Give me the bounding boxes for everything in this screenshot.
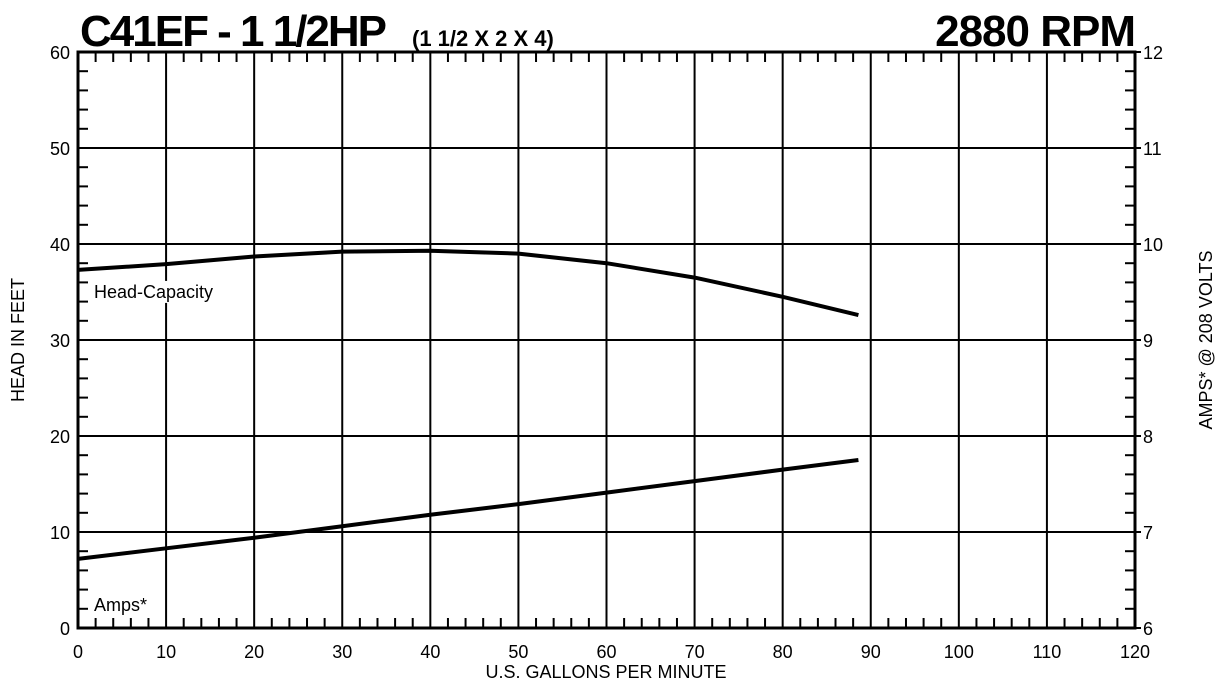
series-label-bg [91,280,217,303]
y2-tick-label: 11 [1143,139,1162,159]
series-label: Head-Capacity [94,282,213,302]
series-line [77,248,859,317]
x-tick-label: 20 [244,642,264,662]
x-tick-label: 70 [685,642,705,662]
y-tick-label: 60 [50,43,70,63]
y-tick-label: 40 [50,235,70,255]
x-tick-label: 50 [508,642,528,662]
y2-tick-label: 10 [1143,235,1163,255]
x-tick-label: 0 [73,642,83,662]
series-label-bg [91,593,151,616]
y2-tick-label: 12 [1143,43,1163,63]
series-line [77,458,859,561]
y-tick-label: 0 [60,619,70,639]
x-tick-label: 40 [420,642,440,662]
y2-tick-label: 8 [1143,427,1153,447]
y2-tick-label: 6 [1143,619,1153,639]
speed-label: 2880 RPM [935,7,1135,56]
y2-tick-label: 7 [1143,523,1153,543]
x-tick-label: 100 [944,642,974,662]
series-label: Amps* [94,595,147,615]
x-tick-label: 30 [332,642,352,662]
x-axis-label: U.S. GALLONS PER MINUTE [485,662,726,682]
x-tick-label: 90 [861,642,881,662]
chart-subtitle: (1 1/2 X 2 X 4) [412,26,554,51]
plot-frame [76,50,1137,630]
x-tick-label: 110 [1033,642,1062,662]
x-tick-label: 80 [773,642,793,662]
y-tick-label: 20 [50,427,70,447]
y-tick-label: 10 [50,523,70,543]
chart-title: C41EF - 1 1/2HP [80,7,386,56]
y-tick-label: 30 [50,331,70,351]
y2-axis-label: AMPS* @ 208 VOLTS [1196,250,1216,429]
x-tick-label: 10 [156,642,176,662]
x-tick-label: 120 [1120,642,1150,662]
y-axis-label: HEAD IN FEET [8,278,28,402]
y2-tick-label: 9 [1143,331,1153,351]
y-tick-label: 50 [50,139,70,159]
x-tick-label: 60 [596,642,616,662]
